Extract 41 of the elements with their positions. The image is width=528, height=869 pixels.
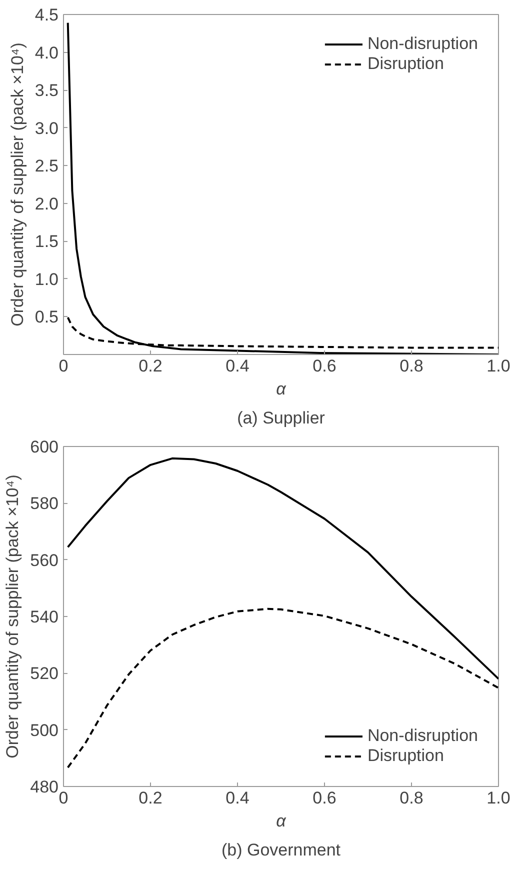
y-tick-label: 580 [30,494,59,514]
y-tick-label: 2.5 [34,156,59,176]
y-tick-label: 520 [30,664,59,684]
y-tick-label: 3.0 [34,118,59,138]
x-tick-label: 0.6 [312,788,336,808]
legend-label: Non-disruption [367,34,478,54]
x-tick-label: 0 [58,788,68,808]
y-tick-label: 4.5 [34,6,59,24]
y-tick-label: 560 [30,550,59,570]
y-tick-label: 480 [30,778,59,796]
x-axis-title: α [276,812,288,830]
x-tick-label: 0.8 [400,788,424,808]
x-tick-label: 0.6 [312,356,336,376]
y-tick-label: 600 [30,438,59,456]
line-series [66,22,498,354]
y-tick-label: 540 [30,608,59,626]
text: (b) Government [221,840,341,860]
y-tick-label: 2.0 [34,194,59,214]
line-series [66,457,498,680]
y-tick-label: 1.5 [34,232,59,252]
line-series [66,608,498,769]
y-tick-label: 4.0 [34,43,59,62]
x-tick-label: 0.4 [226,788,250,808]
y-axis-title: Order quantity of supplier (pack ×10⁴) [3,474,22,758]
y-tick-label: 3.5 [34,81,59,100]
x-tick-label: 0.2 [138,788,162,808]
x-tick-label: 1.0 [486,356,510,376]
y-axis-title: Order quantity of supplier (pack ×10⁴) [8,42,27,326]
y-tick-label: 500 [30,720,59,740]
x-tick-label: 0.2 [138,356,162,376]
x-tick-label: 1.0 [486,788,510,808]
legend-label: Disruption [367,54,444,74]
legend-label: Non-disruption [367,726,478,746]
x-tick-label: 0 [58,356,68,376]
x-axis-title: α [276,380,288,398]
x-tick-label: 0.4 [226,356,250,376]
x-tick-label: 0.8 [400,356,424,376]
y-tick-label: 0.5 [34,308,59,327]
text: (a) Supplier [237,408,326,428]
legend-label: Disruption [367,746,444,766]
y-tick-label: 1.0 [34,270,59,289]
